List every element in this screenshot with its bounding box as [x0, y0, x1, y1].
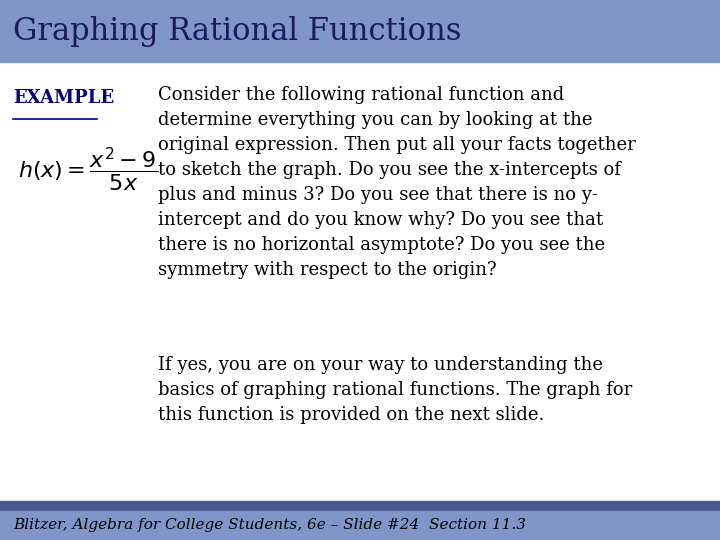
- Text: Graphing Rational Functions: Graphing Rational Functions: [13, 16, 462, 46]
- Bar: [0, 62, 720, 501]
- Bar: [0, 0, 720, 62]
- Bar: [0, 511, 720, 540]
- Text: EXAMPLE: EXAMPLE: [13, 89, 114, 107]
- Text: Consider the following rational function and
determine everything you can by loo: Consider the following rational function…: [158, 86, 636, 279]
- Text: Blitzer, Algebra for College Students, 6e – Slide #24  Section 11.3: Blitzer, Algebra for College Students, 6…: [13, 518, 526, 532]
- Text: If yes, you are on your way to understanding the
basics of graphing rational fun: If yes, you are on your way to understan…: [158, 356, 633, 424]
- Text: $h(x) = \dfrac{x^2 - 9}{5x}$: $h(x) = \dfrac{x^2 - 9}{5x}$: [18, 146, 158, 194]
- Bar: [0, 501, 720, 511]
